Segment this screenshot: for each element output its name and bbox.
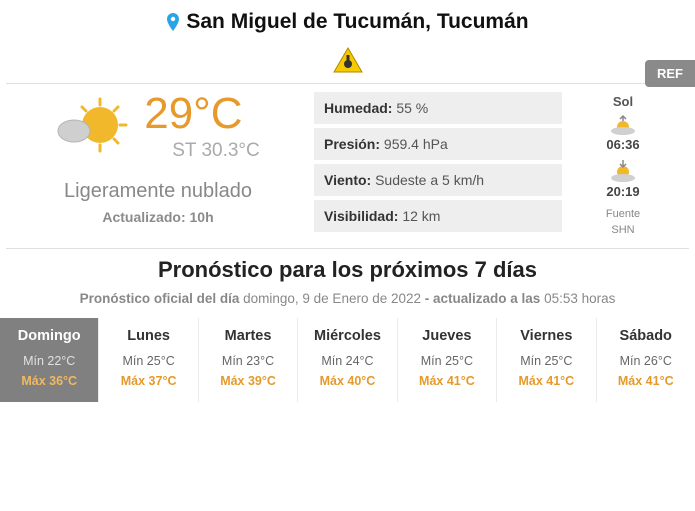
source-label: Fuente <box>568 207 678 221</box>
metrics-column: Humedad: 55 % Presión: 959.4 hPa Viento:… <box>308 92 568 238</box>
condition-text: Ligeramente nublado <box>8 180 308 203</box>
metric-humidity: Humedad: 55 % <box>314 92 562 124</box>
day-name: Domingo <box>2 328 96 344</box>
forecast-title: Pronóstico para los próximos 7 días <box>0 257 695 283</box>
day-name: Viernes <box>499 328 593 344</box>
day-tab[interactable]: Martes Mín 23°C Máx 39°C <box>199 318 298 402</box>
day-max: Máx 41°C <box>400 374 494 388</box>
metric-wind: Viento: Sudeste a 5 km/h <box>314 164 562 196</box>
day-name: Miércoles <box>300 328 394 344</box>
metric-pressure: Presión: 959.4 hPa <box>314 128 562 160</box>
day-min: Mín 25°C <box>499 354 593 368</box>
sun-title: Sol <box>568 94 678 109</box>
current-temp: 29°C <box>144 92 242 136</box>
day-name: Martes <box>201 328 295 344</box>
day-min: Mín 22°C <box>2 354 96 368</box>
sunrise-time: 06:36 <box>568 137 678 152</box>
alert-row <box>0 46 695 79</box>
feels-like: ST 30.3°C <box>172 140 260 162</box>
day-min: Mín 26°C <box>599 354 693 368</box>
day-tab[interactable]: Viernes Mín 25°C Máx 41°C <box>497 318 596 402</box>
updated-text: Actualizado: 10h <box>8 209 308 225</box>
weather-partly-cloudy-icon <box>56 95 130 159</box>
location-name: San Miguel de Tucumán, Tucumán <box>186 10 528 34</box>
heat-alert-icon[interactable] <box>332 46 364 74</box>
ref-button[interactable]: REF <box>645 60 695 87</box>
source-value: SHN <box>568 223 678 237</box>
sun-column: Sol 06:36 20:19 Fuente SHN <box>568 92 678 238</box>
location-pin-icon <box>166 13 180 31</box>
location-row: San Miguel de Tucumán, Tucumán <box>166 10 528 34</box>
day-tab[interactable]: Jueves Mín 25°C Máx 41°C <box>398 318 497 402</box>
day-min: Mín 25°C <box>400 354 494 368</box>
day-tab[interactable]: Miércoles Mín 24°C Máx 40°C <box>298 318 397 402</box>
day-min: Mín 23°C <box>201 354 295 368</box>
sunset-icon <box>568 160 678 182</box>
days-row: Domingo Mín 22°C Máx 36°C Lunes Mín 25°C Máx … <box>0 318 695 402</box>
day-tab[interactable]: Lunes Mín 25°C Máx 37°C <box>99 318 198 402</box>
day-max: Máx 41°C <box>499 374 593 388</box>
day-name: Jueves <box>400 328 494 344</box>
day-min: Mín 25°C <box>101 354 195 368</box>
header: San Miguel de Tucumán, Tucumán <box>0 0 695 42</box>
forecast-subtitle: Pronóstico oficial del día domingo, 9 de… <box>0 291 695 306</box>
divider-mid <box>6 248 689 249</box>
current-left: 29°C ST 30.3°C Ligeramente nublado Actua… <box>8 92 308 238</box>
day-max: Máx 39°C <box>201 374 295 388</box>
sunrise-icon <box>568 113 678 135</box>
day-name: Sábado <box>599 328 693 344</box>
day-tab[interactable]: Domingo Mín 22°C Máx 36°C <box>0 318 99 402</box>
day-tab[interactable]: Sábado Mín 26°C Máx 41°C <box>597 318 695 402</box>
day-max: Máx 41°C <box>599 374 693 388</box>
day-max: Máx 37°C <box>101 374 195 388</box>
sunset-time: 20:19 <box>568 184 678 199</box>
metric-visibility: Visibilidad: 12 km <box>314 200 562 232</box>
day-max: Máx 40°C <box>300 374 394 388</box>
day-max: Máx 36°C <box>2 374 96 388</box>
day-min: Mín 24°C <box>300 354 394 368</box>
current-panel: 29°C ST 30.3°C Ligeramente nublado Actua… <box>0 84 695 238</box>
day-name: Lunes <box>101 328 195 344</box>
